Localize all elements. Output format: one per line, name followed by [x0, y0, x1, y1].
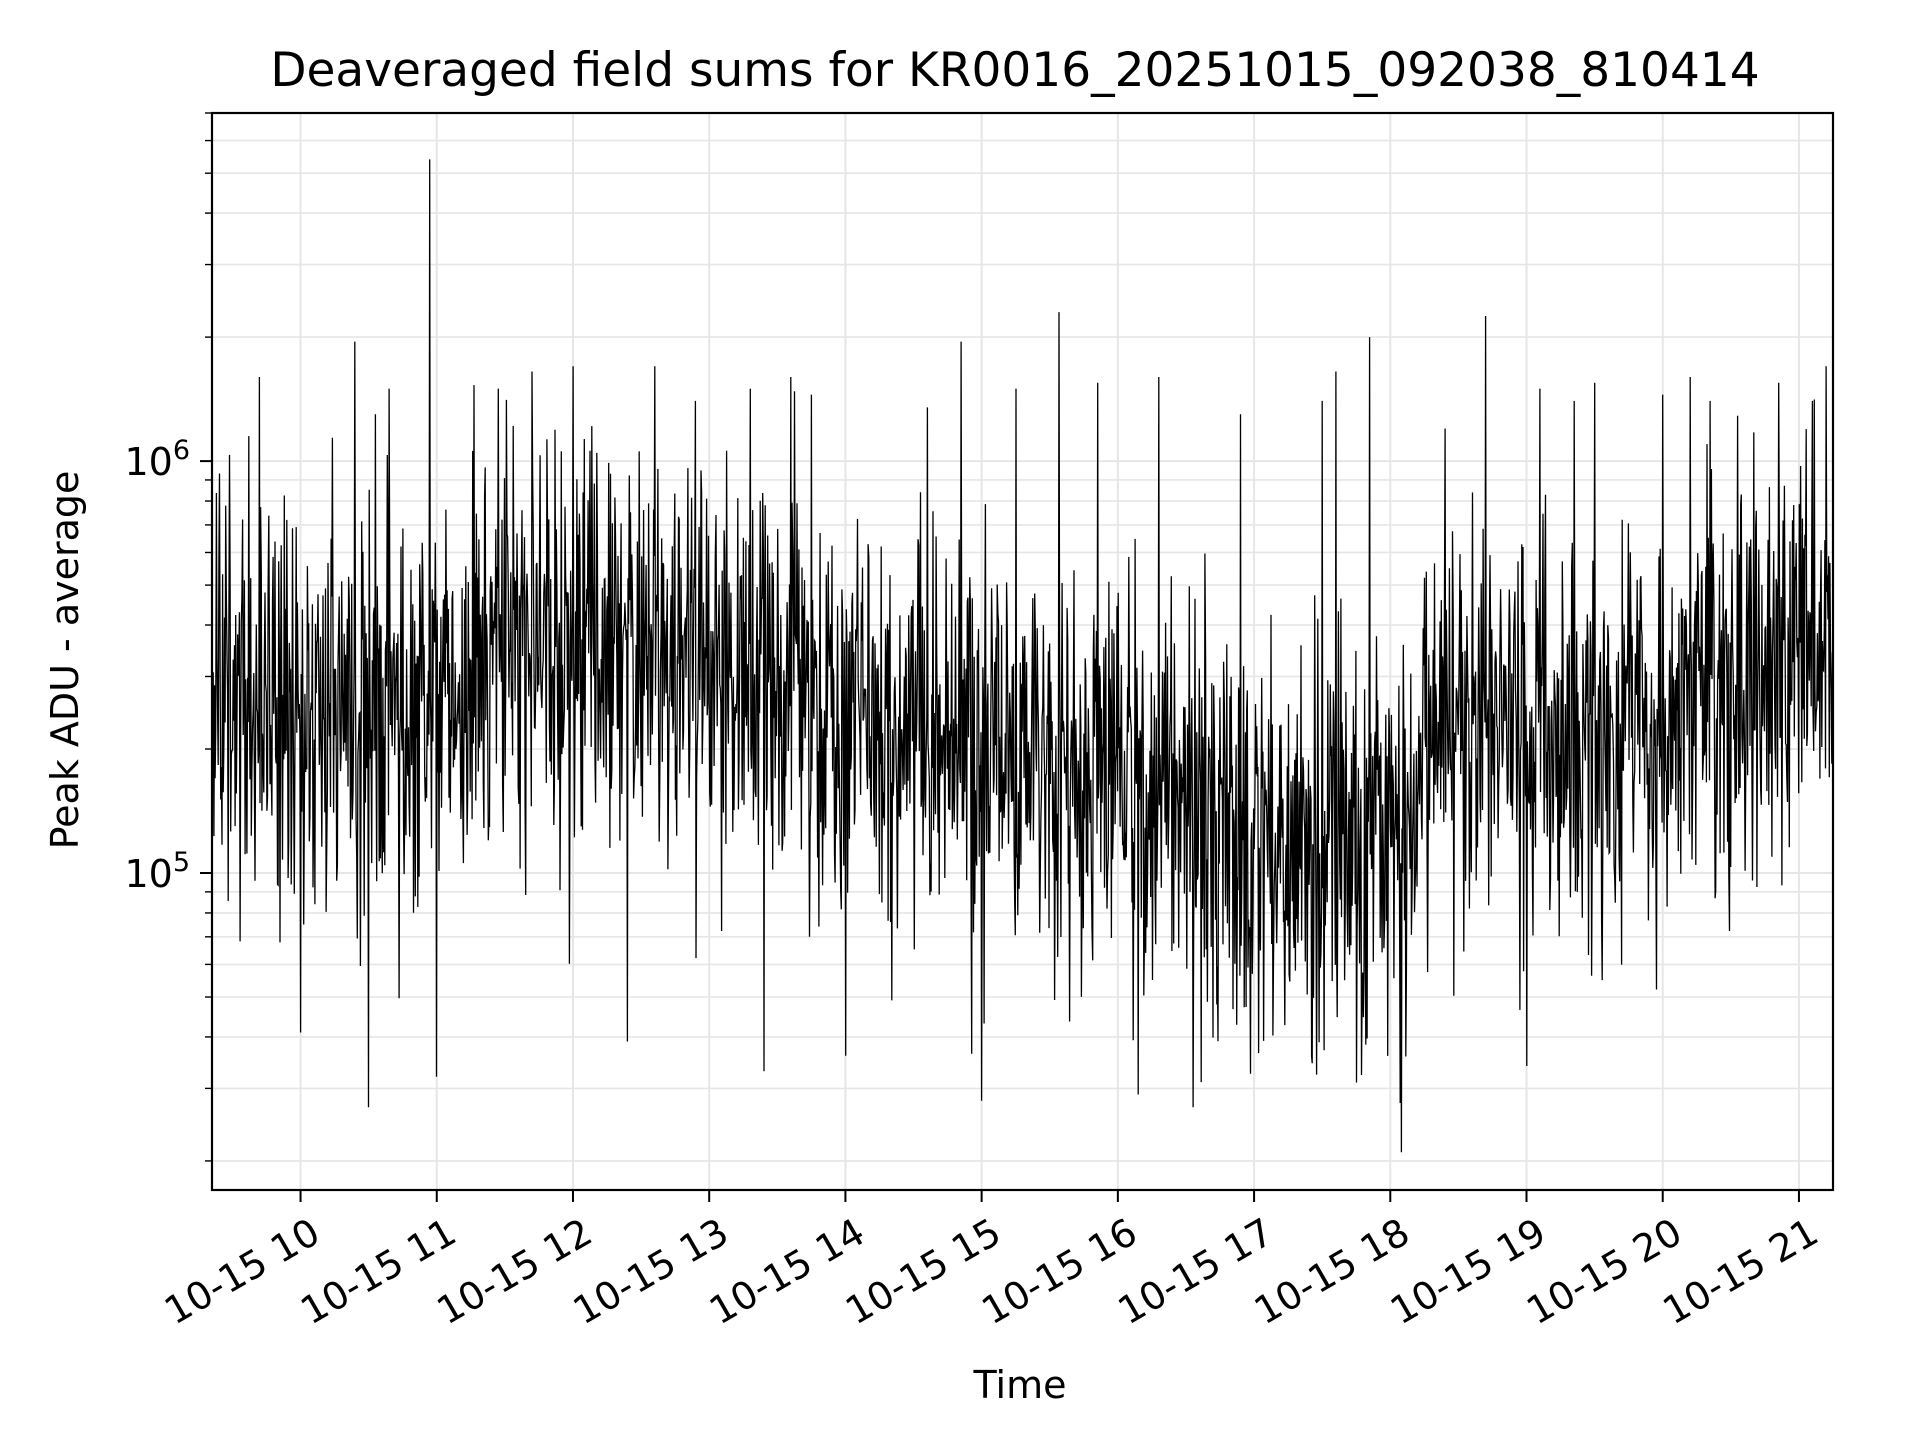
x-axis-label: Time	[973, 1363, 1067, 1407]
series-line	[212, 159, 1833, 1153]
y-axis-label: Peak ADU - average	[43, 471, 87, 850]
chart-title: Deaveraged field sums for KR0016_2025101…	[270, 43, 1759, 98]
series-line-group	[212, 159, 1833, 1153]
plot-frame	[210, 111, 1835, 1192]
y-tick-label: 106	[124, 435, 190, 484]
y-tick-label: 105	[124, 847, 190, 896]
